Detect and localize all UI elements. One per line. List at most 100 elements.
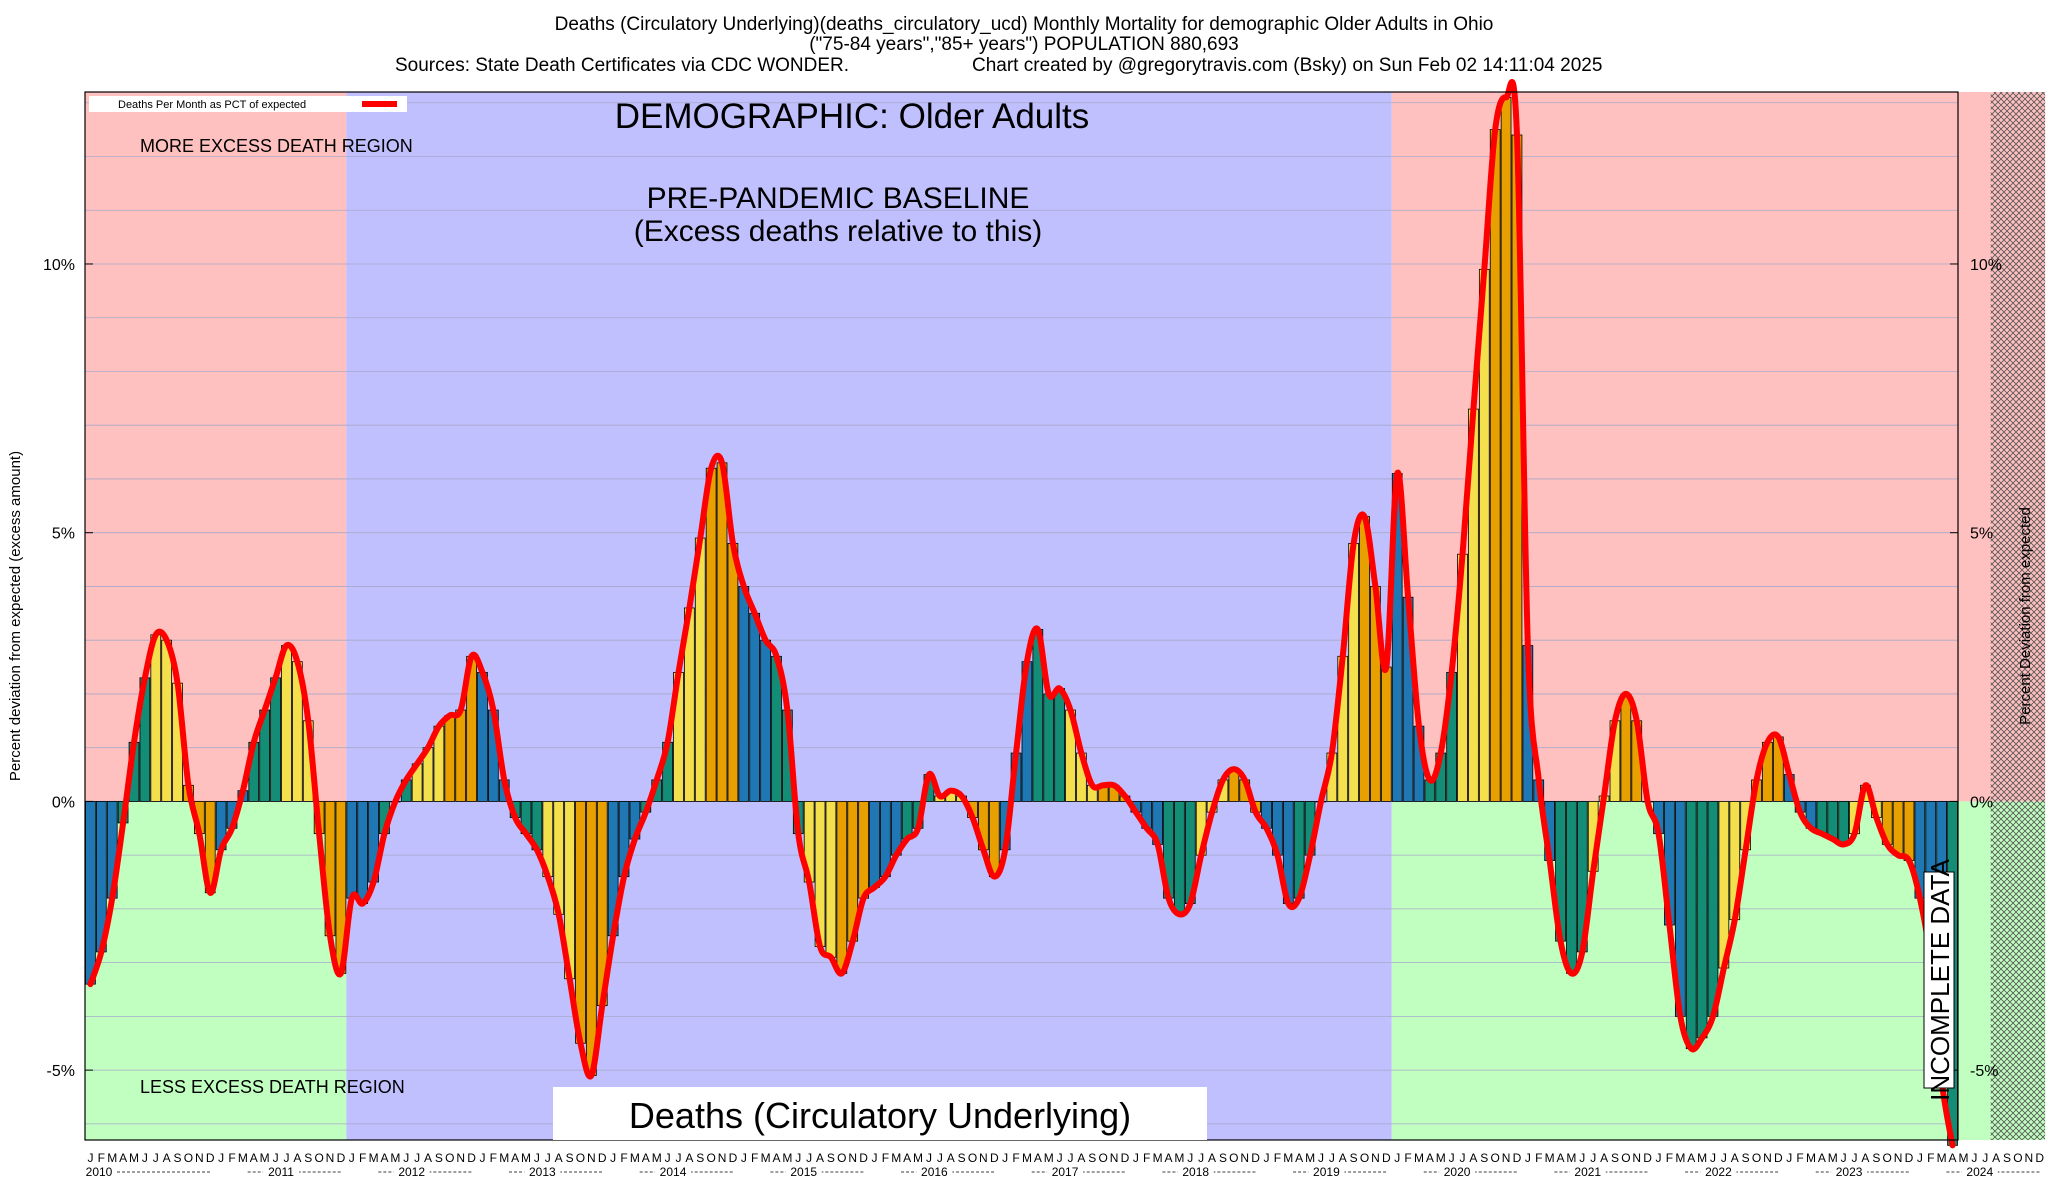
x-tick-label-month: D [990, 1151, 999, 1165]
year-label-bg [785, 1164, 822, 1178]
x-tick-label-month: A [293, 1151, 301, 1165]
x-tick-label-month: O [1229, 1151, 1238, 1165]
baseline-sublabel: (Excess deaths relative to this) [634, 215, 1043, 248]
bar [1620, 693, 1632, 802]
bar [1043, 693, 1055, 802]
x-tick-label-month: N [1763, 1151, 1772, 1165]
x-tick-label-month: J [479, 1151, 485, 1165]
bar [1707, 801, 1719, 1017]
x-tick-label-month: M [369, 1151, 379, 1165]
x-tick-label-month: N [456, 1151, 465, 1165]
x-tick-label-month: J [1982, 1151, 1988, 1165]
x-tick-label-year: 2024 [1966, 1165, 1993, 1179]
x-tick-label-month: D [859, 1151, 868, 1165]
x-tick-label-month: J [1002, 1151, 1008, 1165]
x-tick-label-month: N [326, 1151, 335, 1165]
x-tick-label-month: J [142, 1151, 148, 1165]
x-tick-label-month: J [1590, 1151, 1596, 1165]
x-tick-label-month: A [119, 1151, 127, 1165]
bar [346, 801, 358, 899]
x-tick-label-month: J [218, 1151, 224, 1165]
x-tick-label-month: N [1894, 1151, 1903, 1165]
x-tick-label-year: 2012 [398, 1165, 425, 1179]
x-tick-label-month: J [1394, 1151, 1400, 1165]
x-tick-label-month: F [1927, 1151, 1934, 1165]
x-tick-label-month: J [1721, 1151, 1727, 1165]
bar [281, 645, 292, 802]
x-tick-label-month: F [359, 1151, 366, 1165]
x-tick-label-month: D [206, 1151, 215, 1165]
x-tick-label-month: A [511, 1151, 519, 1165]
bar [161, 639, 173, 802]
x-tick-label-month: M [1566, 1151, 1576, 1165]
bar [749, 612, 761, 802]
x-tick-label-month: F [620, 1151, 627, 1165]
region-less-excess-0 [85, 801, 347, 1140]
bar [1827, 801, 1839, 840]
x-tick-label-month: O [1098, 1151, 1107, 1165]
x-tick-label-month: J [1057, 1151, 1063, 1165]
x-tick-label-month: D [1251, 1151, 1260, 1165]
bar-series [85, 96, 1958, 1146]
bar [1566, 801, 1577, 974]
x-tick-label-month: O [968, 1151, 977, 1165]
x-tick-label-month: J [534, 1151, 540, 1165]
x-tick-label-month: A [250, 1151, 258, 1165]
incomplete-data-label-box [1923, 871, 1955, 1089]
x-tick-label-year: 2010 [86, 1165, 113, 1179]
bar [760, 639, 771, 802]
year-label-bg [263, 1164, 300, 1178]
bar [1685, 801, 1697, 1050]
x-tick-label-month: O [1883, 1151, 1892, 1165]
x-tick-label-month: M [390, 1151, 400, 1165]
x-tick-label-month: M [652, 1151, 662, 1165]
x-tick-label-month: M [1174, 1151, 1184, 1165]
x-tick-label-month: M [1937, 1151, 1947, 1165]
year-label-bg [1177, 1164, 1214, 1178]
x-tick-label-month: J [806, 1151, 812, 1165]
y-tick-label-right: -5% [1970, 1063, 1998, 1080]
x-tick-label-month: S [1742, 1151, 1750, 1165]
x-tick-label-month: J [1133, 1151, 1139, 1165]
x-tick-label-month: F [1404, 1151, 1411, 1165]
region-baseline-1 [346, 92, 1392, 1140]
legend-box [89, 96, 407, 112]
x-tick-label-month: J [871, 1151, 877, 1165]
x-tick-label-month: J [1841, 1151, 1847, 1165]
x-tick-label-month: J [545, 1151, 551, 1165]
year-label-bg [81, 1164, 117, 1178]
x-tick-label-month: S [958, 1151, 966, 1165]
bar [1500, 96, 1512, 802]
year-label-bg [916, 1164, 953, 1178]
y-axis-label-left-group: Percent deviation from expected (excess … [7, 451, 24, 781]
x-tick-label-month: M [521, 1151, 531, 1165]
x-tick-label-month: D [1382, 1151, 1391, 1165]
y-tick-label-left: 5% [52, 526, 75, 543]
bar [825, 801, 837, 958]
x-tick-label-month: J [1786, 1151, 1792, 1165]
x-tick-label-month: F [1796, 1151, 1803, 1165]
x-tick-label-month: A [903, 1151, 911, 1165]
x-tick-label-month: O [445, 1151, 454, 1165]
x-tick-label-month: J [1852, 1151, 1858, 1165]
bar [1489, 129, 1501, 802]
x-tick-label-year: 2015 [790, 1165, 817, 1179]
bar [836, 801, 848, 974]
x-tick-label-month: S [174, 1151, 182, 1165]
year-label-bg [1569, 1164, 1606, 1178]
bar [357, 801, 369, 904]
x-tick-label-month: F [1274, 1151, 1281, 1165]
x-tick-label-month: J [403, 1151, 409, 1165]
x-tick-label-month: F [882, 1151, 889, 1165]
year-label-bg [524, 1164, 561, 1178]
x-tick-label-month: A [1861, 1151, 1869, 1165]
year-label-bg [393, 1164, 430, 1178]
bar [1380, 666, 1392, 802]
bar [150, 634, 162, 802]
x-tick-label-month: J [414, 1151, 420, 1165]
y-tick-label-right: 10% [1970, 257, 2002, 274]
x-tick-label-month: M [1283, 1151, 1293, 1165]
bottom-title: Deaths (Circulatory Underlying) [629, 1095, 1131, 1136]
x-tick-label-month: A [1600, 1151, 1608, 1165]
year-label-bg [1700, 1164, 1737, 1178]
